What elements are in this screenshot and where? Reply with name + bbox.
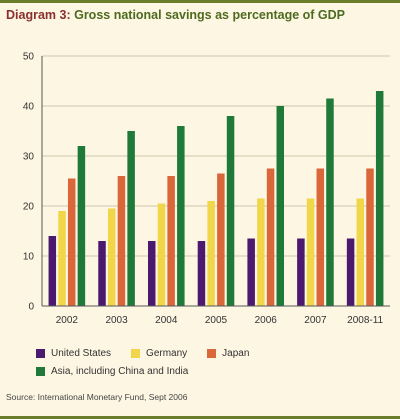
bar-asia-including-china-and-india-2005 xyxy=(226,116,235,306)
legend-row-2: Asia, including China and India xyxy=(36,362,396,380)
bar-germany-2004 xyxy=(157,203,166,306)
bar-japan-2008-11 xyxy=(366,168,374,306)
x-tick-label-2006: 2006 xyxy=(255,315,278,326)
bar-japan-2002 xyxy=(67,178,76,306)
bar-united-states-2004 xyxy=(147,241,156,306)
bar-united-states-2002 xyxy=(48,236,57,306)
bar-germany-2007 xyxy=(306,198,315,306)
bar-japan-2006 xyxy=(266,168,275,306)
y-tick-label-10: 10 xyxy=(23,252,35,263)
legend: United States Germany Japan Asia, includ… xyxy=(36,344,396,380)
chart-svg: 0 10 20 30 40 50 2002 2003 2004 2005 2006 2007 2008-… xyxy=(23,52,390,326)
legend-swatch-japan xyxy=(207,348,217,358)
bar-asia-including-china-and-india-2008-11 xyxy=(375,91,384,306)
bottom-rule xyxy=(0,416,400,419)
y-tick-label-30: 30 xyxy=(23,152,35,163)
legend-label-germany: Germany xyxy=(146,347,188,359)
bar-germany-2005 xyxy=(207,201,215,306)
bar-germany-2003 xyxy=(107,208,116,306)
bar-japan-2005 xyxy=(217,173,225,306)
x-tick-label-2008-11: 2008-11 xyxy=(347,315,383,326)
bar-united-states-2006 xyxy=(247,238,255,306)
x-tick-label-2007: 2007 xyxy=(304,315,327,326)
x-tick-label-2005: 2005 xyxy=(205,315,228,326)
bar-asia-including-china-and-india-2007 xyxy=(326,98,334,306)
axis-layer: 0 10 20 30 40 50 2002 2003 2004 2005 2006 2007 2008-… xyxy=(23,52,390,326)
bar-united-states-2005 xyxy=(197,241,206,306)
y-tick-label-50: 50 xyxy=(23,52,35,63)
bar-japan-2007 xyxy=(316,168,325,306)
bar-chart: 0 10 20 30 40 50 2002 2003 2004 2005 2006 2007 2008-… xyxy=(0,36,400,348)
x-tick-label-2003: 2003 xyxy=(105,315,128,326)
legend-label-asia: Asia, including China and India xyxy=(51,365,189,377)
bar-germany-2006 xyxy=(257,198,265,306)
legend-label-united-states: United States xyxy=(51,347,112,359)
bar-united-states-2008-11 xyxy=(346,238,355,306)
legend-swatch-united-states xyxy=(36,348,45,358)
y-tick-label-40: 40 xyxy=(23,102,35,113)
legend-row-1: United States Germany Japan xyxy=(36,344,396,362)
source-note: Source: International Monetary Fund, Sep… xyxy=(6,392,188,402)
x-tick-label-2004: 2004 xyxy=(155,315,178,326)
legend-item-japan: Japan xyxy=(207,348,249,359)
bar-layer xyxy=(48,91,384,306)
bar-united-states-2003 xyxy=(98,241,106,306)
bar-germany-2002 xyxy=(58,211,66,306)
bar-asia-including-china-and-india-2006 xyxy=(276,106,285,306)
y-tick-label-0: 0 xyxy=(28,302,34,313)
bar-united-states-2007 xyxy=(297,238,305,306)
bar-japan-2003 xyxy=(117,176,126,306)
legend-item-united-states: United States xyxy=(36,348,111,359)
bar-japan-2004 xyxy=(167,176,175,306)
bar-asia-including-china-and-india-2003 xyxy=(127,131,135,306)
bar-germany-2008-11 xyxy=(356,198,365,306)
legend-swatch-germany xyxy=(131,348,141,358)
top-rule xyxy=(0,0,400,3)
legend-label-japan: Japan xyxy=(222,347,250,359)
legend-item-germany: Germany xyxy=(131,348,187,359)
legend-swatch-asia xyxy=(36,366,45,376)
chart-title: Diagram 3: Gross national savings as per… xyxy=(6,8,345,22)
legend-item-asia: Asia, including China and India xyxy=(36,366,188,377)
x-tick-label-2002: 2002 xyxy=(56,315,79,326)
diagram-label: Diagram 3: xyxy=(6,8,71,22)
grid-layer xyxy=(42,55,390,257)
y-tick-label-20: 20 xyxy=(23,202,35,213)
bar-asia-including-china-and-india-2004 xyxy=(177,126,185,306)
diagram-title: Gross national savings as percentage of … xyxy=(74,8,346,22)
bar-asia-including-china-and-india-2002 xyxy=(77,146,86,306)
